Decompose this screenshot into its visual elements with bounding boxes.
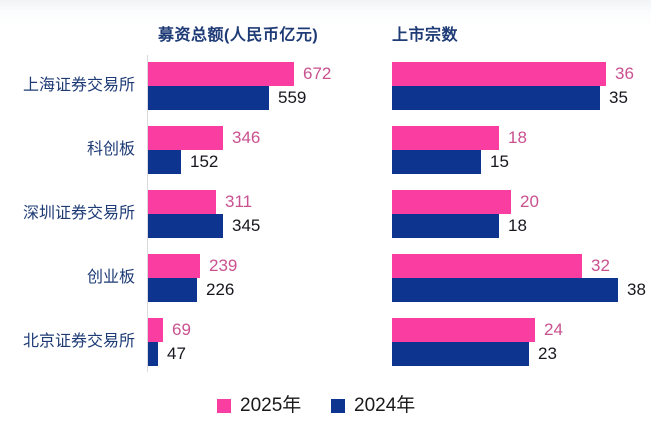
value-label-2024年-row0: 559 (278, 88, 307, 107)
bar-2025年-row0 (148, 62, 294, 86)
value-label-2025年-row2: 311 (225, 192, 253, 211)
bar-2025年-row3 (392, 254, 582, 278)
value-label-2024年-row4: 23 (538, 344, 557, 363)
category-label-star-market: 科创板 (86, 141, 135, 158)
value-label-2025年-row4: 69 (172, 320, 191, 339)
value-label-2024年-row3: 38 (627, 280, 646, 299)
value-label-2024年-row1: 152 (190, 152, 219, 171)
bar-2025年-row1 (148, 126, 223, 150)
bar-2024年-row4 (392, 342, 529, 366)
value-label-2025年-row3: 239 (209, 256, 238, 275)
value-label-2024年-row2: 18 (508, 216, 527, 235)
bar-2025年-row4 (392, 318, 535, 342)
value-label-2025年-row1: 18 (508, 128, 527, 147)
category-label-shanghai: 上海证券交易所 (22, 77, 135, 94)
legend-swatch-2025 (217, 398, 231, 413)
bar-2025年-row0 (392, 62, 606, 86)
chart-title-listings: 上市宗数 (392, 27, 459, 44)
bar-2024年-row2 (392, 214, 499, 238)
value-label-2024年-row1: 15 (490, 152, 509, 171)
value-label-2025年-row4: 24 (544, 320, 563, 339)
value-label-2024年-row3: 226 (206, 280, 235, 299)
bar-2024年-row4 (148, 342, 158, 366)
value-label-2024年-row4: 47 (167, 344, 186, 363)
value-label-2025年-row1: 346 (232, 128, 261, 147)
value-label-2024年-row2: 345 (232, 216, 261, 235)
bar-2024年-row3 (392, 278, 618, 302)
legend-item-2024: 2024年 (331, 396, 415, 415)
bar-2025年-row3 (148, 254, 200, 278)
left-chart-axis-line (147, 55, 148, 372)
legend-label-2024: 2024年 (354, 395, 416, 416)
legend-label-2025: 2025年 (240, 395, 302, 416)
value-label-2024年-row0: 35 (609, 88, 628, 107)
bar-2024年-row1 (392, 150, 481, 174)
bar-2025年-row4 (148, 318, 163, 342)
value-label-2025年-row3: 32 (591, 256, 610, 275)
bar-2024年-row0 (148, 86, 269, 110)
category-label-chinext: 创业板 (86, 269, 135, 286)
bar-2024年-row2 (148, 214, 223, 238)
fundraising-plot-area: 672 559 346 152 311 345 239 226 69 47 (148, 62, 388, 366)
bar-2025年-row2 (148, 190, 216, 214)
value-label-2025年-row2: 20 (520, 192, 539, 211)
category-label-shenzhen: 深圳证券交易所 (22, 205, 135, 222)
legend-item-2025: 2025年 (217, 396, 301, 415)
listings-plot-area: 36 35 18 15 20 18 32 38 24 23 (392, 62, 651, 366)
chart-title-fundraising: 募资总额(人民币亿元) (158, 27, 319, 44)
bar-2024年-row0 (392, 86, 600, 110)
category-label-beijing: 北京证券交易所 (22, 333, 135, 350)
legend-swatch-2024 (331, 398, 345, 413)
bar-2025年-row2 (392, 190, 511, 214)
bar-2024年-row1 (148, 150, 181, 174)
bar-2025年-row1 (392, 126, 499, 150)
bar-2024年-row3 (148, 278, 197, 302)
value-label-2025年-row0: 36 (615, 64, 634, 83)
value-label-2025年-row0: 672 (303, 64, 332, 83)
